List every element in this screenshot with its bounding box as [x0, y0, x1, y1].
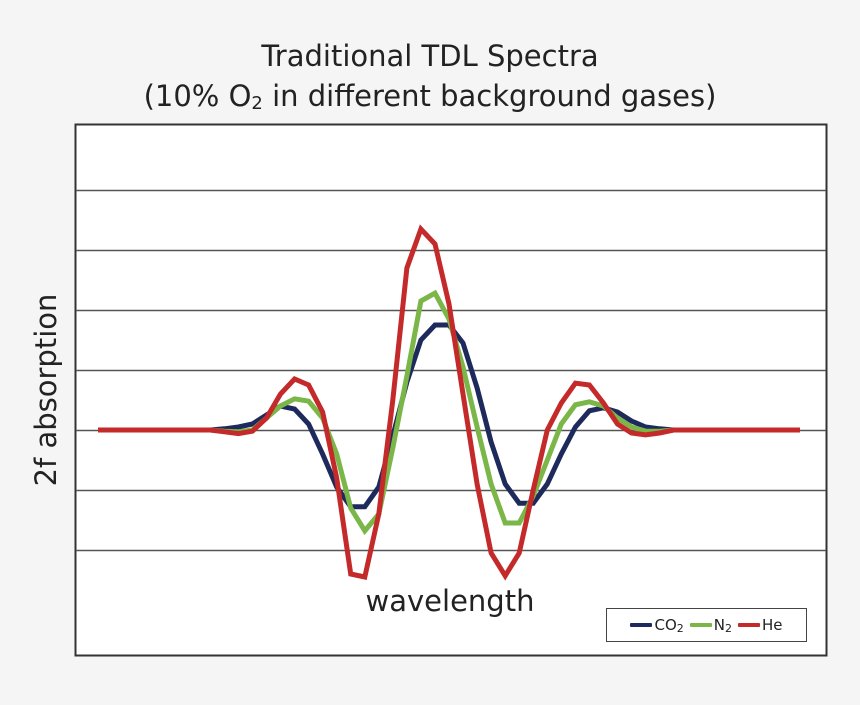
legend: CO2 N2 He — [606, 608, 807, 642]
series-lines — [98, 224, 800, 581]
chart-title-line2: (10% O2 in different background gases) — [0, 78, 860, 122]
legend-swatch-he — [738, 623, 760, 627]
plot-frame — [74, 123, 828, 657]
series-line-he — [98, 224, 800, 581]
legend-item-co2: CO2 — [630, 615, 684, 635]
title-text: (10% O — [143, 79, 252, 113]
y-axis-label: 2f absorption — [29, 293, 63, 487]
legend-label-n2: N2 — [713, 615, 732, 635]
legend-item-he: He — [738, 616, 783, 634]
title-text-suffix: in different background gases) — [262, 79, 717, 113]
legend-item-n2: N2 — [689, 615, 732, 635]
legend-label-he: He — [762, 616, 783, 634]
title-subscript: 2 — [251, 93, 263, 114]
legend-swatch-co2 — [630, 623, 653, 627]
x-axis-label: wavelength — [365, 584, 535, 618]
legend-label-co2: CO2 — [654, 615, 684, 635]
legend-swatch-n2 — [689, 623, 712, 627]
chart-title-line1: Traditional TDL Spectra — [261, 39, 599, 73]
